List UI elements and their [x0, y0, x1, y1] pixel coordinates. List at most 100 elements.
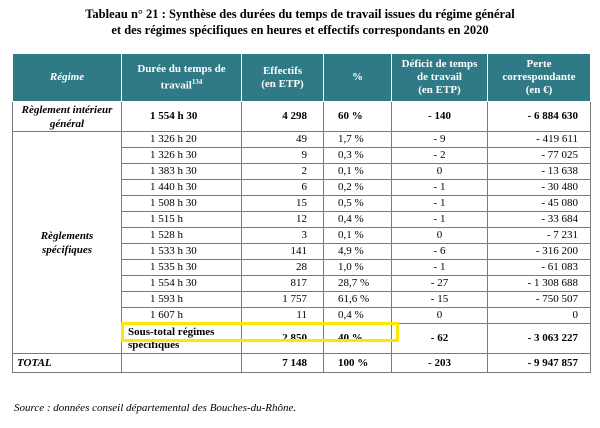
- main-deficit: - 140: [391, 101, 488, 132]
- table-row: Règlements spécifiques 1 326 h 20 49 1,7 % - …: [12, 131, 591, 354]
- specific-regime-label: Règlements spécifiques: [12, 131, 122, 354]
- main-duree: 1 554 h 30: [121, 101, 242, 132]
- cell-effectifs: 3: [241, 227, 324, 244]
- main-regime-label: Règlement intérieur général: [12, 101, 122, 132]
- cell-pct: 1,0 %: [323, 259, 392, 276]
- cell-pct: 0,4 %: [323, 307, 392, 324]
- cell-duree: 1 535 h 30: [121, 259, 242, 276]
- cell-duree: 1 607 h: [121, 307, 242, 324]
- cell-effectifs: 28: [241, 259, 324, 276]
- main-perte: - 6 884 630: [487, 101, 591, 132]
- cell-duree: 1 508 h 30: [121, 195, 242, 212]
- cell-perte: 0: [487, 307, 591, 324]
- cell-pct: 0,3 %: [323, 147, 392, 164]
- subtotal-l2: spécifiques: [128, 338, 180, 351]
- cell-pct: 28,7 %: [323, 275, 392, 292]
- cell-effectifs: 1 757: [241, 291, 324, 308]
- cell-perte: - 1 308 688: [487, 275, 591, 292]
- subtotal-effectifs: 2 850: [241, 323, 324, 354]
- cell-duree: 1 533 h 30: [121, 243, 242, 260]
- specific-l2: spécifiques: [41, 243, 93, 256]
- cell-deficit: - 27: [391, 275, 488, 292]
- cell-pct: 61,6 %: [323, 291, 392, 308]
- main-regime-row: Règlement intérieur général 1 554 h 30 4 …: [12, 101, 591, 132]
- cell-perte: - 419 611: [487, 131, 591, 148]
- cell-pct: 1,7 %: [323, 131, 392, 148]
- header-deficit-l1: Déficit de temps: [401, 58, 478, 70]
- header-deficit-l2: de travail: [417, 71, 462, 83]
- cell-effectifs: 11: [241, 307, 324, 324]
- synthesis-table: Régime Durée du temps de travail134 Effe…: [12, 53, 591, 373]
- table-row: 1 383 h 30 2 0,1 % 0- 13 638: [13, 163, 591, 180]
- cell-duree: 1 326 h 20: [121, 131, 242, 148]
- cell-perte: - 45 080: [487, 195, 591, 212]
- cell-effectifs: 6: [241, 179, 324, 196]
- cell-pct: 0,2 %: [323, 179, 392, 196]
- table-row: 1 554 h 30 817 28,7 % - 27- 1 308 688: [13, 275, 591, 292]
- total-label: TOTAL: [12, 353, 122, 373]
- cell-deficit: - 1: [391, 179, 488, 196]
- cell-effectifs: 141: [241, 243, 324, 260]
- cell-duree: 1 326 h 30: [121, 147, 242, 164]
- cell-deficit: 0: [391, 307, 488, 324]
- header-deficit-l3: (en ETP): [418, 84, 461, 96]
- main-regime-l1: Règlement intérieur: [21, 103, 113, 116]
- header-effectifs-l2: (en ETP): [261, 77, 304, 90]
- cell-effectifs: 12: [241, 211, 324, 228]
- header-duree-text: Durée du temps de travail: [137, 62, 226, 92]
- source-note: Source : données conseil départemental d…: [14, 402, 297, 414]
- header-pct: %: [323, 53, 392, 102]
- cell-perte: - 33 684: [487, 211, 591, 228]
- cell-deficit: - 1: [391, 211, 488, 228]
- total-duree-empty: [121, 353, 242, 373]
- cell-pct: 4,9 %: [323, 243, 392, 260]
- cell-perte: - 750 507: [487, 291, 591, 308]
- cell-deficit: 0: [391, 163, 488, 180]
- cell-effectifs: 2: [241, 163, 324, 180]
- subtotal-deficit: - 62: [391, 323, 488, 354]
- cell-deficit: - 2: [391, 147, 488, 164]
- main-regime-l2: général: [49, 117, 85, 130]
- cell-duree: 1 383 h 30: [121, 163, 242, 180]
- main-effectifs: 4 298: [241, 101, 324, 132]
- header-regime: Régime: [12, 53, 122, 102]
- header-perte-l3: (en €): [525, 84, 553, 96]
- total-deficit: - 203: [391, 353, 488, 373]
- cell-deficit: - 9: [391, 131, 488, 148]
- table-row: 1 508 h 30 15 0,5 % - 1- 45 080: [13, 195, 591, 212]
- cell-duree: 1 593 h: [121, 291, 242, 308]
- subtotal-pct: 40 %: [323, 323, 392, 354]
- total-pct: 100 %: [323, 353, 392, 373]
- cell-pct: 0,5 %: [323, 195, 392, 212]
- cell-effectifs: 15: [241, 195, 324, 212]
- cell-duree: 1 440 h 30: [121, 179, 242, 196]
- table-row: 1 607 h 11 0,4 % 0 0: [13, 307, 591, 324]
- cell-deficit: - 15: [391, 291, 488, 308]
- cell-pct: 0,4 %: [323, 211, 392, 228]
- cell-perte: - 77 025: [487, 147, 591, 164]
- cell-perte: - 316 200: [487, 243, 591, 260]
- header-effectifs: Effectifs (en ETP): [241, 53, 324, 102]
- total-row: TOTAL 7 148 100 % - 203- 9 947 857: [12, 353, 591, 373]
- header-effectifs-l1: Effectifs: [262, 64, 303, 77]
- header-duree-note: 134: [191, 77, 203, 86]
- cell-effectifs: 49: [241, 131, 324, 148]
- main-pct: 60 %: [323, 101, 392, 132]
- subtotal-label: Sous-total régimes spécifiques: [121, 323, 242, 354]
- header-duree: Durée du temps de travail134: [121, 53, 242, 102]
- cell-perte: - 13 638: [487, 163, 591, 180]
- cell-duree: 1 528 h: [121, 227, 242, 244]
- table-title: Tableau n° 21 : Synthèse des durées du t…: [0, 6, 600, 38]
- cell-deficit: - 1: [391, 195, 488, 212]
- cell-perte: - 30 480: [487, 179, 591, 196]
- header-row: Régime Durée du temps de travail134 Effe…: [12, 53, 591, 102]
- title-line-1: Tableau n° 21 : Synthèse des durées du t…: [85, 7, 515, 21]
- header-deficit: Déficit de temps de travail (en ETP): [391, 53, 488, 102]
- cell-pct: 0,1 %: [323, 163, 392, 180]
- cell-effectifs: 9: [241, 147, 324, 164]
- total-perte: - 9 947 857: [487, 353, 591, 373]
- title-line-2: et des régimes spécifiques en heures et …: [111, 23, 489, 37]
- cell-deficit: - 1: [391, 259, 488, 276]
- cell-perte: - 7 231: [487, 227, 591, 244]
- cell-perte: - 61 083: [487, 259, 591, 276]
